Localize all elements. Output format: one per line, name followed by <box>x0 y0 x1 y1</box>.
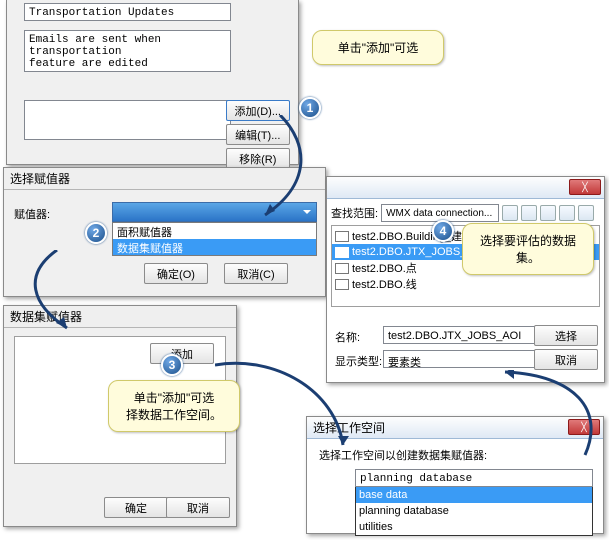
callout-add: 单击"添加"可选 <box>312 30 444 65</box>
details-icon[interactable] <box>559 205 575 221</box>
remove-button[interactable]: 移除(R) <box>226 148 290 169</box>
browse-cancel[interactable]: 取消 <box>534 349 598 370</box>
callout-data: 选择要评估的数据 集。 <box>462 223 594 275</box>
step-2: 2 <box>85 222 107 244</box>
dataset-cancel[interactable]: 取消 <box>166 497 230 518</box>
lookin-label: 查找范围: <box>331 205 378 221</box>
featureclass-icon <box>335 279 349 290</box>
browse-dialog: ╳ 查找范围: WMX data connection... test2.DBO… <box>326 176 605 383</box>
evaluator-dialog: 选择赋值器 赋值器: 面积赋值器 数据集赋值器 确定(O) 取消(C) <box>3 167 326 297</box>
featureclass-icon <box>335 231 349 242</box>
edit-button[interactable]: 编辑(T)... <box>226 124 290 145</box>
type-label: 显示类型: <box>335 353 382 369</box>
name-label: 名称: <box>335 329 360 345</box>
featureclass-icon <box>335 247 349 258</box>
close-icon[interactable]: ╳ <box>568 419 600 435</box>
evaluator-cancel[interactable]: 取消(C) <box>224 263 288 284</box>
workspace-prompt: 选择工作空间以创建数据集赋值器: <box>319 447 487 463</box>
new-icon[interactable] <box>578 205 594 221</box>
select-button[interactable]: 选择 <box>534 325 598 346</box>
body-field[interactable]: Emails are sent when transportation feat… <box>24 30 231 72</box>
featureclass-icon <box>335 263 349 274</box>
step-3: 3 <box>161 354 183 376</box>
evaluator-ok[interactable]: 确定(O) <box>144 263 208 284</box>
add-button[interactable]: 添加(D)... <box>226 100 290 121</box>
dataset-ok[interactable]: 确定 <box>104 497 168 518</box>
up-icon[interactable] <box>502 205 518 221</box>
evaluator-option-dataset[interactable]: 数据集赋值器 <box>113 239 316 255</box>
step-4: 4 <box>432 220 454 242</box>
name-field[interactable]: test2.DBO.JTX_JOBS_AOI <box>383 326 543 344</box>
workspace-option[interactable]: base data <box>356 487 592 503</box>
workspace-option[interactable]: utilities <box>356 519 592 535</box>
evaluator-title: 选择赋值器 <box>4 168 325 190</box>
callout-ds: 单击"添加"可选 择数据工作空间。 <box>108 380 240 432</box>
workspace-option[interactable]: planning database <box>356 503 592 519</box>
home-icon[interactable] <box>521 205 537 221</box>
browse-titlebar: ╳ <box>327 177 604 199</box>
evaluator-combo[interactable] <box>112 202 317 222</box>
type-combo[interactable]: 要素类 <box>383 350 543 368</box>
evaluator-label: 赋值器: <box>14 206 50 222</box>
evaluator-option-area[interactable]: 面积赋值器 <box>113 223 316 239</box>
notification-panel: Transportation Updates Emails are sent w… <box>6 0 299 165</box>
dataset-title: 数据集赋值器 <box>4 306 236 328</box>
file-item[interactable]: test2.DBO.线 <box>332 276 599 292</box>
subject-field[interactable]: Transportation Updates <box>24 3 231 21</box>
list-icon[interactable] <box>540 205 556 221</box>
workspace-combo[interactable]: planning database <box>355 469 593 487</box>
step-1: 1 <box>299 97 321 119</box>
workspace-title: 选择工作空间╳ <box>307 417 603 439</box>
close-icon[interactable]: ╳ <box>569 179 601 195</box>
workspace-dialog: 选择工作空间╳ 选择工作空间以创建数据集赋值器: planning databa… <box>306 416 604 534</box>
list-box[interactable] <box>24 100 231 140</box>
